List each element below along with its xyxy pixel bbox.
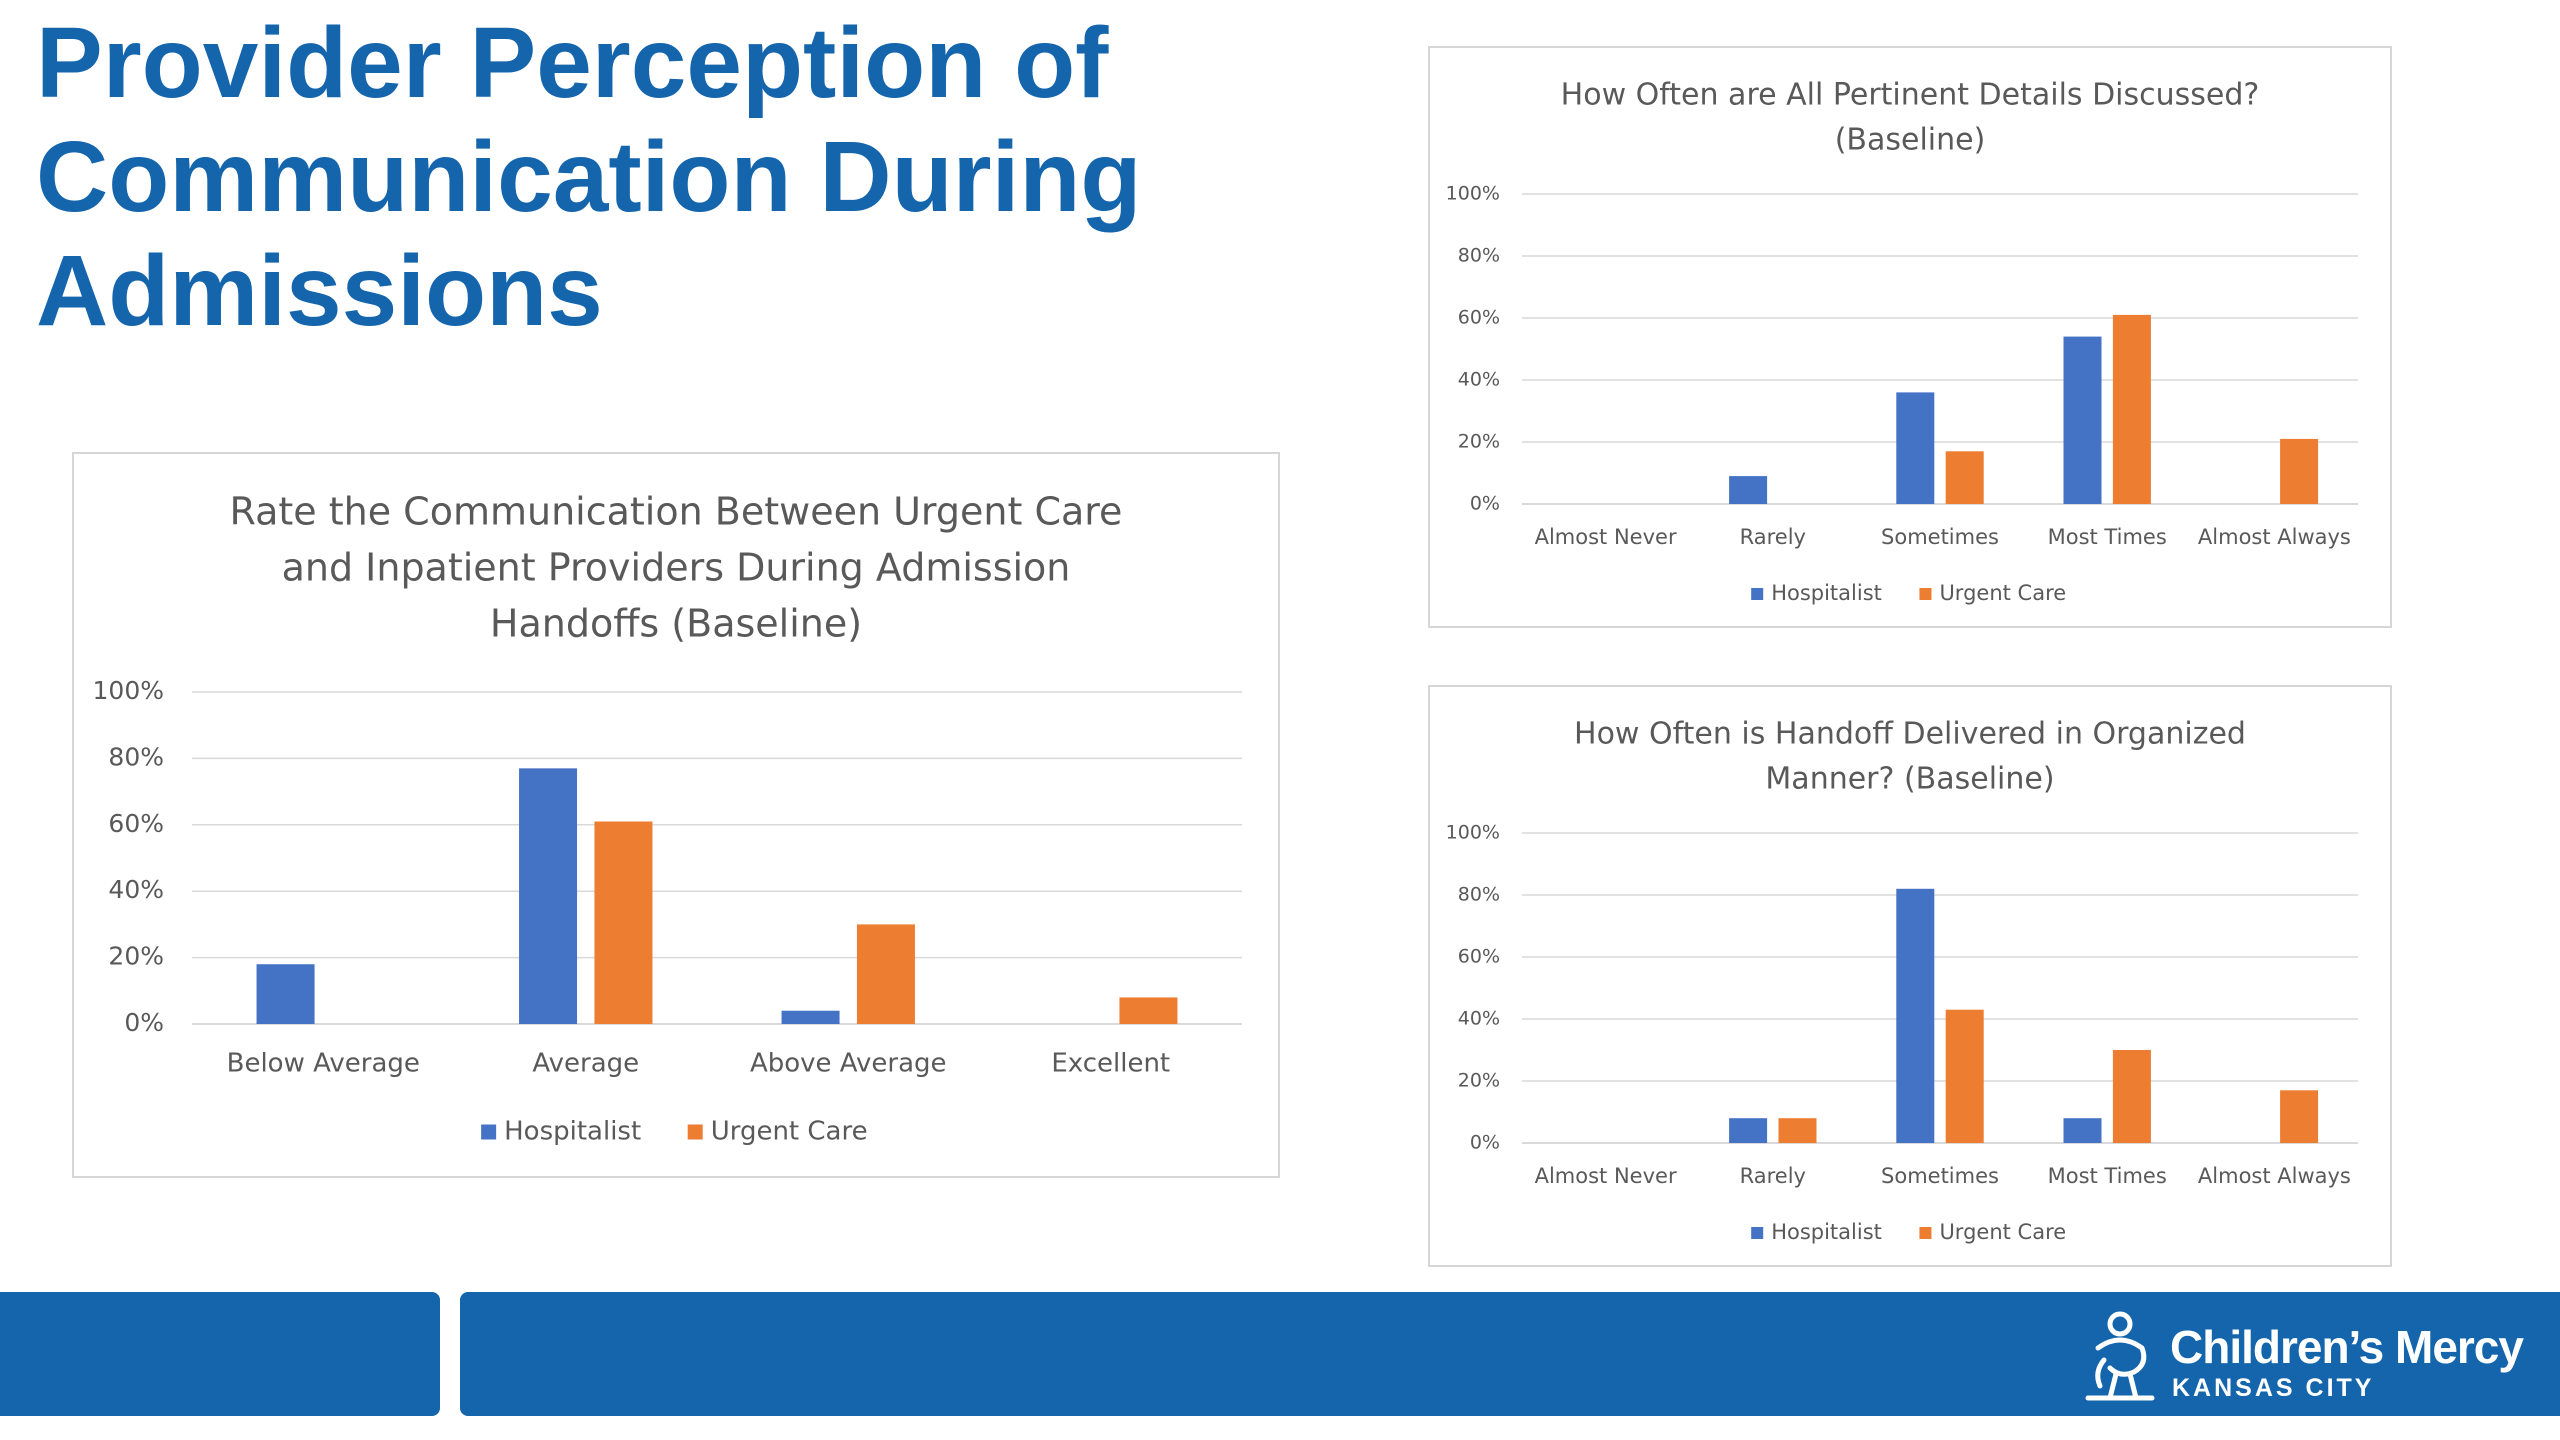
bar-urgent-care bbox=[2280, 438, 2319, 504]
bar-urgent-care bbox=[1945, 451, 1984, 504]
chart-title-line: Manner? (Baseline) bbox=[1765, 762, 2054, 797]
bar-urgent-care bbox=[2280, 1090, 2319, 1143]
legend-label: Urgent Care bbox=[1939, 581, 2066, 605]
y-tick-label: 0% bbox=[124, 1008, 164, 1037]
y-tick-label: 100% bbox=[1446, 183, 1500, 205]
brand-city: KANSAS CITY bbox=[2172, 1374, 2375, 1402]
y-tick-label: 40% bbox=[108, 875, 164, 904]
x-category-label: Rarely bbox=[1740, 525, 1806, 549]
x-category-label: Most Times bbox=[2048, 1164, 2167, 1188]
x-category-label: Almost Always bbox=[2198, 1164, 2351, 1188]
x-category-label: Most Times bbox=[2048, 525, 2167, 549]
bar-hospitalist bbox=[519, 768, 578, 1024]
bar-hospitalist bbox=[1896, 392, 1935, 504]
x-category-label: Above Average bbox=[750, 1049, 947, 1079]
footer-bar-left bbox=[0, 1292, 440, 1416]
bar-urgent-care bbox=[2112, 1050, 2151, 1143]
y-tick-label: 0% bbox=[1470, 493, 1500, 515]
x-category-label: Sometimes bbox=[1881, 525, 1999, 549]
brand-logo[interactable]: Children’s Mercy KANSAS CITY bbox=[2080, 1306, 2540, 1406]
legend-swatch bbox=[1751, 1227, 1764, 1239]
chart-pertinent-details: How Often are All Pertinent Details Disc… bbox=[1428, 46, 2392, 628]
chart-pertinent-details-svg: How Often are All Pertinent Details Disc… bbox=[1446, 78, 2358, 605]
bar-urgent-care bbox=[594, 821, 653, 1024]
footer-bar-right bbox=[460, 1292, 2560, 1416]
chart-title-line: Rate the Communication Between Urgent Ca… bbox=[230, 490, 1123, 534]
y-tick-label: 60% bbox=[108, 809, 164, 838]
y-tick-label: 80% bbox=[1458, 245, 1500, 267]
chart-rate-communication: Rate the Communication Between Urgent Ca… bbox=[72, 452, 1280, 1178]
y-tick-label: 20% bbox=[1458, 1070, 1500, 1092]
bar-hospitalist bbox=[256, 964, 315, 1024]
bar-hospitalist bbox=[2063, 1118, 2102, 1143]
slide-title-line-3: Admissions bbox=[36, 235, 603, 347]
x-category-label: Excellent bbox=[1051, 1049, 1170, 1079]
y-tick-label: 60% bbox=[1458, 946, 1500, 968]
legend-swatch bbox=[687, 1124, 703, 1140]
x-category-label: Almost Always bbox=[2198, 525, 2351, 549]
bar-urgent-care bbox=[856, 924, 915, 1024]
childrens-mercy-logo-icon bbox=[2085, 1311, 2155, 1401]
slide-title: Provider Perception of Communication Duri… bbox=[36, 6, 1336, 348]
y-tick-label: 40% bbox=[1458, 1008, 1500, 1030]
slide-title-line-1: Provider Perception of bbox=[36, 7, 1109, 119]
legend-swatch bbox=[1751, 588, 1764, 600]
chart-title-line: How Often are All Pertinent Details Disc… bbox=[1561, 78, 2260, 113]
chart-organized-handoff-svg: How Often is Handoff Delivered in Organi… bbox=[1446, 717, 2358, 1244]
y-tick-label: 0% bbox=[1470, 1132, 1500, 1154]
y-tick-label: 100% bbox=[93, 676, 164, 705]
y-tick-label: 60% bbox=[1458, 307, 1500, 329]
chart-title-line: How Often is Handoff Delivered in Organi… bbox=[1574, 717, 2246, 752]
bar-hospitalist bbox=[1729, 1118, 1768, 1143]
legend-label: Hospitalist bbox=[1771, 1220, 1882, 1244]
brand-name: Children’s Mercy bbox=[2170, 1321, 2524, 1373]
chart-title-line: Handoffs (Baseline) bbox=[490, 602, 862, 646]
bar-urgent-care bbox=[1778, 1118, 1817, 1143]
y-tick-label: 80% bbox=[1458, 884, 1500, 906]
bar-hospitalist bbox=[781, 1010, 840, 1024]
x-category-label: Almost Never bbox=[1535, 1164, 1677, 1188]
legend-label: Urgent Care bbox=[711, 1117, 868, 1147]
chart-title-line: and Inpatient Providers During Admission bbox=[282, 546, 1071, 590]
bar-urgent-care bbox=[2112, 314, 2151, 504]
y-tick-label: 20% bbox=[1458, 431, 1500, 453]
x-category-label: Rarely bbox=[1740, 1164, 1806, 1188]
x-category-label: Below Average bbox=[227, 1049, 420, 1079]
legend-swatch bbox=[1919, 588, 1932, 600]
chart-title-line: (Baseline) bbox=[1835, 123, 1986, 158]
legend-swatch bbox=[1919, 1227, 1932, 1239]
y-tick-label: 100% bbox=[1446, 822, 1500, 844]
bar-urgent-care bbox=[1945, 1009, 1984, 1143]
bar-hospitalist bbox=[1896, 888, 1935, 1143]
bar-hospitalist bbox=[2063, 336, 2102, 504]
slide-title-line-2: Communication During bbox=[36, 121, 1142, 233]
x-category-label: Average bbox=[532, 1049, 639, 1079]
bar-hospitalist bbox=[1729, 476, 1768, 504]
y-tick-label: 80% bbox=[108, 742, 164, 771]
legend-label: Hospitalist bbox=[504, 1117, 641, 1147]
chart-rate-communication-svg: Rate the Communication Between Urgent Ca… bbox=[93, 490, 1242, 1147]
legend-label: Urgent Care bbox=[1939, 1220, 2066, 1244]
legend-swatch bbox=[481, 1124, 497, 1140]
bar-urgent-care bbox=[1119, 997, 1178, 1024]
y-tick-label: 20% bbox=[108, 942, 164, 971]
x-category-label: Sometimes bbox=[1881, 1164, 1999, 1188]
x-category-label: Almost Never bbox=[1535, 525, 1677, 549]
y-tick-label: 40% bbox=[1458, 369, 1500, 391]
chart-organized-handoff: How Often is Handoff Delivered in Organi… bbox=[1428, 685, 2392, 1267]
legend-label: Hospitalist bbox=[1771, 581, 1882, 605]
